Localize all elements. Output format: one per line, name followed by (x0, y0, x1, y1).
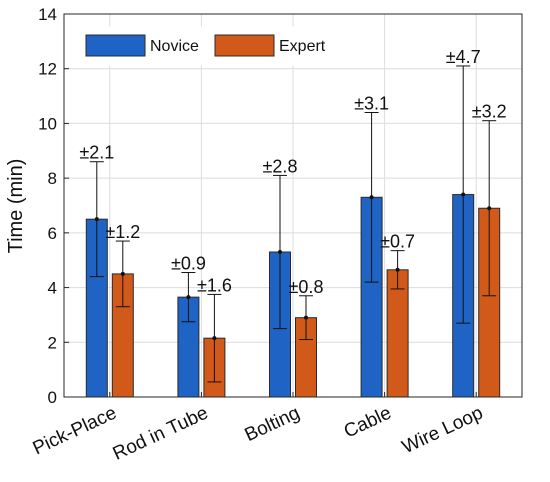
x-tick-label: Cable (341, 402, 395, 442)
grid (64, 14, 522, 397)
error-label-novice: ±2.8 (263, 156, 298, 176)
x-tick-label: Pick-Place (30, 402, 120, 459)
y-axis-label: Time (min) (5, 159, 27, 254)
mean-marker-novice (94, 217, 99, 222)
y-tick-label: 0 (48, 388, 57, 407)
mean-marker-expert (395, 267, 400, 272)
error-label-expert: ±1.6 (197, 275, 232, 295)
mean-marker-novice (278, 250, 282, 255)
error-label-expert: ±3.2 (472, 102, 507, 122)
y-tick-label: 4 (48, 279, 57, 298)
mean-marker-novice (461, 192, 466, 197)
y-tick-label: 10 (38, 114, 57, 133)
legend-swatch-expert (214, 34, 275, 57)
error-bars (89, 65, 497, 383)
y-tick-label: 14 (38, 5, 57, 24)
error-label-novice: ±3.1 (354, 93, 389, 113)
legend-label-expert: Expert (279, 38, 326, 55)
error-label-expert: ±1.2 (105, 222, 140, 242)
y-tick-label: 6 (48, 224, 57, 243)
y-tick-label: 8 (48, 169, 57, 188)
mean-marker-novice (186, 295, 191, 300)
mean-marker-expert (304, 315, 308, 320)
y-tick-label: 2 (48, 333, 57, 352)
error-label-novice: ±4.7 (446, 47, 481, 67)
mean-marker-novice (369, 195, 374, 200)
x-tick-label: Rod in Tube (110, 402, 212, 464)
legend-label-novice: Novice (150, 38, 199, 55)
error-label-expert: ±0.7 (380, 232, 415, 252)
x-tick-label: Bolting (242, 402, 304, 446)
legend-swatch-novice (85, 34, 146, 57)
mean-marker-expert (120, 271, 125, 276)
mean-marker-expert (212, 336, 217, 341)
y-axis: 0 2 4 6 8 10 12 14 (38, 5, 69, 407)
mean-marker-expert (487, 206, 492, 211)
legend: Novice Expert (76, 26, 346, 66)
error-label-novice: ±2.1 (79, 143, 114, 163)
y-tick-label: 12 (38, 60, 57, 79)
x-tick-label: Wire Loop (399, 402, 486, 458)
error-label-expert: ±0.8 (289, 277, 324, 297)
error-label-novice: ±0.9 (171, 254, 206, 274)
error-labels: ±2.1 ±0.9 ±2.8 ±3.1 ±4.7 ±1.2 ±1.6 ±0.8 ±0.7 ±3.2 (79, 47, 506, 297)
